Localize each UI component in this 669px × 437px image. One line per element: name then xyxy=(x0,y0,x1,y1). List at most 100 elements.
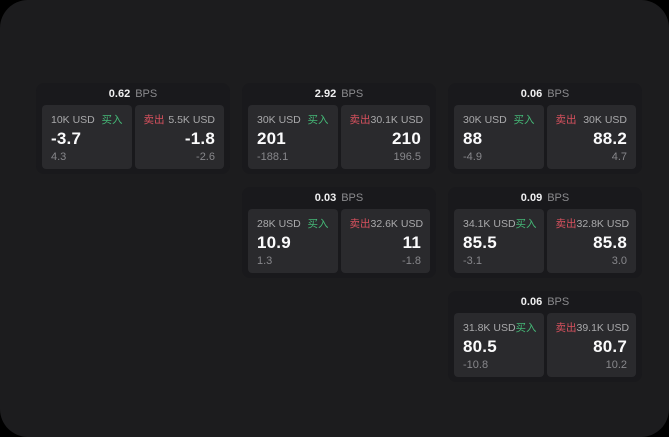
buy-notional: 10K USD xyxy=(51,114,95,126)
sell-sub-value: -2.6 xyxy=(196,150,215,163)
bps-header: 0.03 BPS xyxy=(242,187,436,209)
bps-unit-label: BPS xyxy=(547,88,570,100)
sell-notional: 30K USD xyxy=(583,114,627,126)
card-grid: 0.62 BPS 10K USD 买入 -3.7 4.3 卖出 5.5K USD… xyxy=(36,83,642,382)
sell-price: 11 xyxy=(402,233,421,252)
sell-notional: 39.1K USD xyxy=(576,322,630,334)
bps-header: 0.09 BPS xyxy=(448,187,642,209)
sell-price: 80.7 xyxy=(593,337,627,356)
buy-side-label: 买入 xyxy=(513,114,535,126)
bps-card: 2.92 BPS 30K USD 买入 201 -188.1 卖出 30.1K … xyxy=(242,83,436,174)
sell-side-label: 卖出 xyxy=(555,322,577,334)
buy-notional: 34.1K USD xyxy=(463,218,516,230)
bps-card: 0.06 BPS 31.8K USD 买入 80.5 -10.8 卖出 39.1… xyxy=(448,291,642,382)
buy-notional: 28K USD xyxy=(257,218,301,230)
buy-notional: 30K USD xyxy=(463,114,507,126)
buy-label-row: 31.8K USD 买入 xyxy=(463,320,537,335)
bps-card: 0.06 BPS 30K USD 买入 88 -4.9 卖出 30K USD 8… xyxy=(448,83,642,174)
sell-sub-value: 10.2 xyxy=(605,358,627,371)
sell-notional: 5.5K USD xyxy=(168,114,215,126)
buy-sub-value: -10.8 xyxy=(463,358,489,371)
buy-side-label: 买入 xyxy=(515,218,537,230)
buy-label-row: 30K USD 买入 xyxy=(463,112,535,127)
sell-side-label: 卖出 xyxy=(555,114,577,126)
buy-price: 85.5 xyxy=(463,233,497,252)
sell-panel[interactable]: 卖出 30K USD 88.2 4.7 xyxy=(546,105,636,169)
bps-value: 0.03 xyxy=(314,192,337,204)
bps-unit-label: BPS xyxy=(547,192,570,204)
sell-label-row: 卖出 32.8K USD xyxy=(555,216,630,231)
buy-price: 88 xyxy=(463,129,483,148)
buy-label-row: 34.1K USD 买入 xyxy=(463,216,537,231)
buy-panel[interactable]: 10K USD 买入 -3.7 4.3 xyxy=(42,105,132,169)
sell-side-label: 卖出 xyxy=(349,218,371,230)
buy-panel[interactable]: 30K USD 买入 88 -4.9 xyxy=(454,105,544,169)
quote-body: 10K USD 买入 -3.7 4.3 卖出 5.5K USD -1.8 -2.… xyxy=(36,105,230,174)
sell-label-row: 卖出 39.1K USD xyxy=(555,320,630,335)
buy-panel[interactable]: 34.1K USD 买入 85.5 -3.1 xyxy=(454,209,544,273)
sell-label-row: 卖出 5.5K USD xyxy=(144,112,216,127)
bps-header: 0.06 BPS xyxy=(448,291,642,313)
buy-label-row: 10K USD 买入 xyxy=(51,112,123,127)
sell-label-row: 卖出 32.6K USD xyxy=(349,216,424,231)
buy-sub-value: -4.9 xyxy=(463,150,482,163)
buy-label-row: 30K USD 买入 xyxy=(257,112,329,127)
sell-sub-value: 4.7 xyxy=(611,150,627,163)
sell-panel[interactable]: 卖出 39.1K USD 80.7 10.2 xyxy=(546,313,636,377)
quote-body: 28K USD 买入 10.9 1.3 卖出 32.6K USD 11 -1.8 xyxy=(242,209,436,278)
buy-panel[interactable]: 31.8K USD 买入 80.5 -10.8 xyxy=(454,313,544,377)
buy-sub-value: -188.1 xyxy=(257,150,289,163)
sell-panel[interactable]: 卖出 5.5K USD -1.8 -2.6 xyxy=(134,105,224,169)
bps-value: 2.92 xyxy=(314,88,337,100)
buy-sub-value: -3.1 xyxy=(463,254,482,267)
buy-price: 10.9 xyxy=(257,233,291,252)
sell-sub-value: -1.8 xyxy=(402,254,421,267)
quote-body: 30K USD 买入 88 -4.9 卖出 30K USD 88.2 4.7 xyxy=(448,105,642,174)
sell-side-label: 卖出 xyxy=(143,114,165,126)
buy-notional: 31.8K USD xyxy=(463,322,516,334)
buy-price: -3.7 xyxy=(51,129,82,148)
buy-side-label: 买入 xyxy=(515,322,537,334)
buy-sub-value: 4.3 xyxy=(51,150,67,163)
bps-unit-label: BPS xyxy=(341,88,364,100)
sell-label-row: 卖出 30.1K USD xyxy=(349,112,424,127)
sell-panel[interactable]: 卖出 30.1K USD 210 196.5 xyxy=(340,105,430,169)
sell-side-label: 卖出 xyxy=(349,114,371,126)
buy-side-label: 买入 xyxy=(101,114,123,126)
bps-value: 0.62 xyxy=(108,88,131,100)
sell-price: 88.2 xyxy=(593,129,627,148)
quote-body: 31.8K USD 买入 80.5 -10.8 卖出 39.1K USD 80.… xyxy=(448,313,642,382)
bps-header: 2.92 BPS xyxy=(242,83,436,105)
buy-label-row: 28K USD 买入 xyxy=(257,216,329,231)
sell-notional: 32.6K USD xyxy=(370,218,424,230)
sell-panel[interactable]: 卖出 32.8K USD 85.8 3.0 xyxy=(546,209,636,273)
buy-sub-value: 1.3 xyxy=(257,254,273,267)
buy-side-label: 买入 xyxy=(307,218,329,230)
sell-sub-value: 3.0 xyxy=(611,254,627,267)
sell-notional: 30.1K USD xyxy=(370,114,424,126)
buy-panel[interactable]: 30K USD 买入 201 -188.1 xyxy=(248,105,338,169)
bps-card: 0.03 BPS 28K USD 买入 10.9 1.3 卖出 32.6K US… xyxy=(242,187,436,278)
bps-value: 0.06 xyxy=(520,88,543,100)
bps-value: 0.09 xyxy=(520,192,543,204)
sell-panel[interactable]: 卖出 32.6K USD 11 -1.8 xyxy=(340,209,430,273)
buy-notional: 30K USD xyxy=(257,114,301,126)
sell-sub-value: 196.5 xyxy=(393,150,421,163)
buy-price: 80.5 xyxy=(463,337,497,356)
sell-price: -1.8 xyxy=(184,129,215,148)
quote-body: 34.1K USD 买入 85.5 -3.1 卖出 32.8K USD 85.8… xyxy=(448,209,642,278)
buy-side-label: 买入 xyxy=(307,114,329,126)
sell-side-label: 卖出 xyxy=(555,218,577,230)
buy-panel[interactable]: 28K USD 买入 10.9 1.3 xyxy=(248,209,338,273)
bps-card: 0.62 BPS 10K USD 买入 -3.7 4.3 卖出 5.5K USD… xyxy=(36,83,230,174)
bps-unit-label: BPS xyxy=(547,296,570,308)
bps-unit-label: BPS xyxy=(341,192,364,204)
buy-price: 201 xyxy=(257,129,286,148)
bps-unit-label: BPS xyxy=(135,88,158,100)
bps-card: 0.09 BPS 34.1K USD 买入 85.5 -3.1 卖出 32.8K… xyxy=(448,187,642,278)
quote-body: 30K USD 买入 201 -188.1 卖出 30.1K USD 210 1… xyxy=(242,105,436,174)
bps-value: 0.06 xyxy=(520,296,543,308)
bps-header: 0.62 BPS xyxy=(36,83,230,105)
sell-price: 85.8 xyxy=(593,233,627,252)
